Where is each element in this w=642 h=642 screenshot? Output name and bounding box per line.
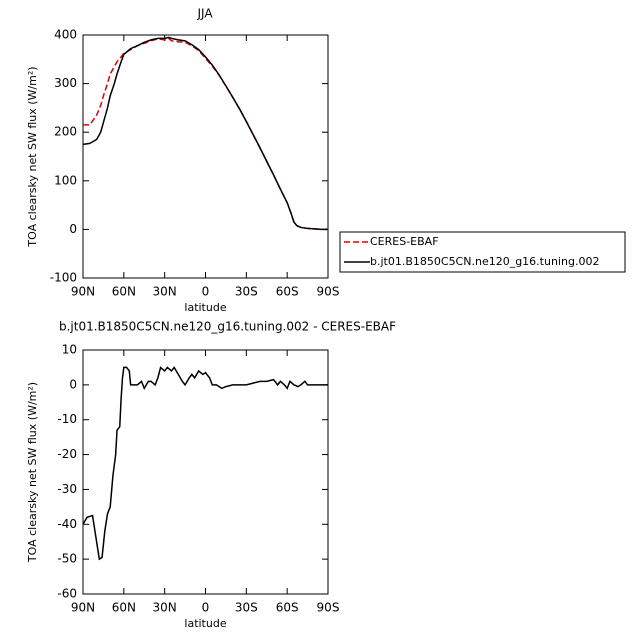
y-axis-label: TOA clearsky net SW flux (W/m²) <box>26 382 39 563</box>
y-tick-label: -40 <box>57 517 77 531</box>
chart-title: JJA <box>196 7 213 21</box>
y-tick-label: -30 <box>57 482 77 496</box>
y-tick-label: 100 <box>54 173 77 187</box>
plot-frame <box>82 349 329 595</box>
x-axis-label: latitude <box>184 617 226 630</box>
y-tick-label: -100 <box>50 271 77 285</box>
y-tick-label: 10 <box>62 343 77 357</box>
x-tick-label: 0 <box>202 601 210 615</box>
y-tick-label: -60 <box>57 587 77 601</box>
legend-label: CERES-EBAF <box>370 235 439 248</box>
y-tick-label: 0 <box>69 377 77 391</box>
chart-title: b.jt01.B1850C5CN.ne120_g16.tuning.002 - … <box>59 320 396 334</box>
y-tick-label: -10 <box>57 412 77 426</box>
x-tick-label: 90N <box>71 601 95 615</box>
x-tick-label: 30N <box>153 285 177 299</box>
x-tick-label: 90S <box>317 285 340 299</box>
y-tick-label: 0 <box>69 222 77 236</box>
plot-frame <box>82 34 329 279</box>
legend-label: b.jt01.B1850C5CN.ne120_g16.tuning.002 <box>370 255 599 268</box>
data-line <box>82 36 328 231</box>
x-tick-label: 90N <box>71 285 95 299</box>
y-axis-label: TOA clearsky net SW flux (W/m²) <box>26 66 39 247</box>
x-axis-label: latitude <box>184 301 226 314</box>
x-tick-label: 30S <box>235 285 258 299</box>
x-tick-label: 90S <box>317 601 340 615</box>
legend-box <box>339 231 626 273</box>
x-tick-label: 0 <box>202 285 210 299</box>
x-tick-label: 60S <box>276 601 299 615</box>
data-line <box>82 366 328 561</box>
y-tick-label: 200 <box>54 125 77 139</box>
y-tick-label: 300 <box>54 76 77 90</box>
x-tick-label: 60N <box>112 601 136 615</box>
x-tick-label: 60S <box>276 285 299 299</box>
x-tick-label: 30N <box>153 601 177 615</box>
y-tick-label: -20 <box>57 447 77 461</box>
y-tick-label: 400 <box>54 28 77 42</box>
x-tick-label: 30S <box>235 601 258 615</box>
x-tick-label: 60N <box>112 285 136 299</box>
y-tick-label: -50 <box>57 552 77 566</box>
